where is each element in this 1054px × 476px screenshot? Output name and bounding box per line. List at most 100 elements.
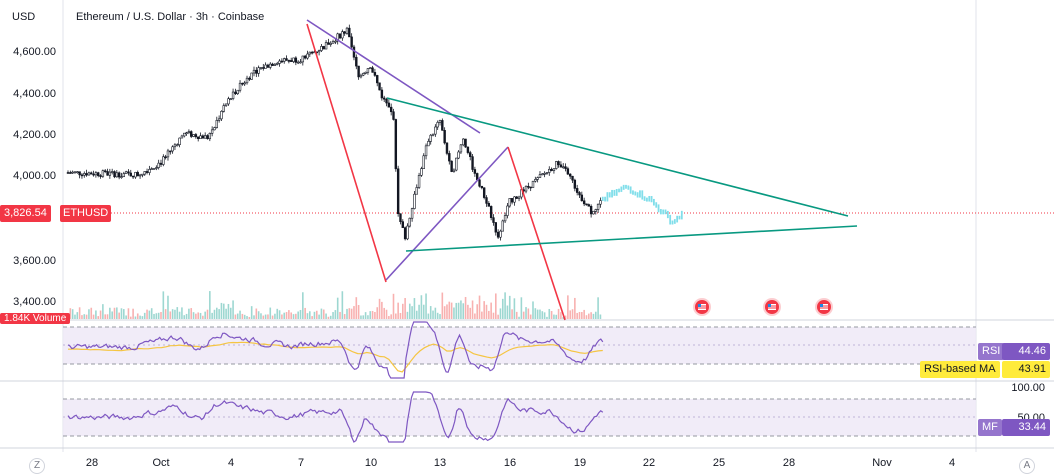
volume-bar — [539, 309, 541, 319]
candle — [241, 82, 244, 86]
candle — [87, 171, 91, 176]
volume-bar — [515, 311, 518, 319]
candle — [280, 58, 284, 64]
candle — [257, 65, 260, 77]
time-axis[interactable]: 28 Oct 4 7 10 13 16 19 22 25 28 Nov 4 — [86, 457, 955, 469]
volume-bar — [460, 300, 462, 319]
candle — [285, 55, 288, 61]
candle — [127, 169, 130, 176]
candle — [245, 75, 249, 85]
volume-bar — [322, 309, 325, 319]
volume-bar — [204, 311, 206, 319]
volume-bar — [267, 314, 269, 319]
time-tick: 7 — [298, 457, 304, 469]
candle — [387, 99, 391, 108]
volume-bar — [511, 309, 513, 319]
projection-bar — [650, 196, 653, 203]
volume-bar — [429, 306, 432, 319]
candle — [331, 39, 335, 44]
price-tick: 3,400.00 — [13, 296, 56, 308]
volume-bar — [209, 291, 211, 319]
volume-bar — [220, 302, 223, 319]
us-flag-event-icon[interactable] — [815, 298, 833, 316]
candle — [224, 103, 228, 108]
price-axis[interactable]: 4,600.00 4,400.00 4,200.00 4,000.00 3,60… — [13, 46, 56, 308]
mfi-value: 33.44 — [1002, 419, 1050, 436]
us-flag-event-icon[interactable] — [693, 298, 711, 316]
volume-bar — [422, 304, 425, 319]
candle — [373, 68, 377, 77]
candle — [545, 172, 549, 175]
volume-bar — [355, 297, 358, 319]
volume-bar — [420, 295, 423, 319]
volume-bar — [374, 311, 376, 319]
projection-bar — [673, 219, 676, 224]
volume-bar — [581, 312, 583, 319]
volume-bar — [441, 292, 444, 319]
volume-bar — [364, 312, 367, 319]
us-flag-event-icon[interactable] — [763, 298, 781, 316]
volume-bar — [162, 291, 165, 319]
drawings[interactable] — [306, 19, 858, 321]
volume-bar — [81, 315, 83, 319]
time-tick: 4 — [949, 457, 955, 469]
red-drop-line[interactable] — [306, 23, 387, 283]
candle — [485, 195, 488, 207]
candle — [462, 138, 465, 147]
candle — [187, 129, 191, 135]
volume-bar — [269, 307, 272, 319]
volume-bar — [471, 300, 474, 319]
candle — [471, 154, 474, 172]
lower-triangle-line[interactable] — [405, 225, 858, 252]
volume-bar — [392, 293, 395, 319]
candle — [557, 160, 560, 168]
candle — [162, 154, 165, 167]
volume-bar — [97, 316, 100, 319]
candle — [385, 97, 388, 107]
chart-title[interactable]: Ethereum / U.S. Dollar · 3h · Coinbase — [76, 11, 265, 23]
auto-scale-button[interactable]: A — [1019, 458, 1035, 474]
time-tick: Oct — [152, 457, 169, 469]
candle — [104, 169, 107, 174]
candle — [371, 65, 374, 73]
scale-z-button[interactable]: Z — [29, 458, 45, 474]
candle — [417, 172, 421, 190]
volume-bar — [597, 297, 599, 319]
candle — [464, 138, 467, 148]
candle — [469, 150, 472, 161]
volume-bar — [578, 311, 581, 319]
candle — [399, 213, 402, 225]
volume-bar — [157, 312, 160, 319]
projection-bar — [625, 184, 627, 189]
candle — [292, 57, 295, 64]
candle — [585, 203, 588, 206]
time-tick: 28 — [86, 457, 98, 469]
volume-bar — [353, 306, 355, 319]
candle — [587, 203, 591, 207]
volume-bar — [299, 309, 302, 319]
purple-uptrend-line[interactable] — [385, 146, 509, 281]
candle — [66, 170, 70, 174]
volume-bar — [285, 312, 288, 319]
projection-bar — [646, 197, 648, 202]
candle — [380, 87, 384, 101]
candle — [155, 165, 158, 171]
candle — [117, 171, 121, 180]
red-flag-line[interactable] — [507, 146, 566, 321]
volume-bar — [88, 309, 90, 319]
upper-triangle-line[interactable] — [386, 97, 849, 217]
volume-bar — [332, 312, 334, 319]
volume-bar — [346, 308, 348, 319]
volume-bar — [357, 305, 360, 319]
candle — [515, 196, 518, 200]
mfi-tick: 100.00 — [1011, 382, 1045, 394]
volume-bar — [211, 312, 213, 319]
candle — [338, 33, 342, 40]
candle — [310, 50, 314, 55]
candle — [487, 201, 491, 207]
volume-bar — [216, 307, 218, 319]
candle — [564, 163, 567, 172]
candle — [299, 58, 302, 64]
projection-bar — [608, 192, 611, 198]
